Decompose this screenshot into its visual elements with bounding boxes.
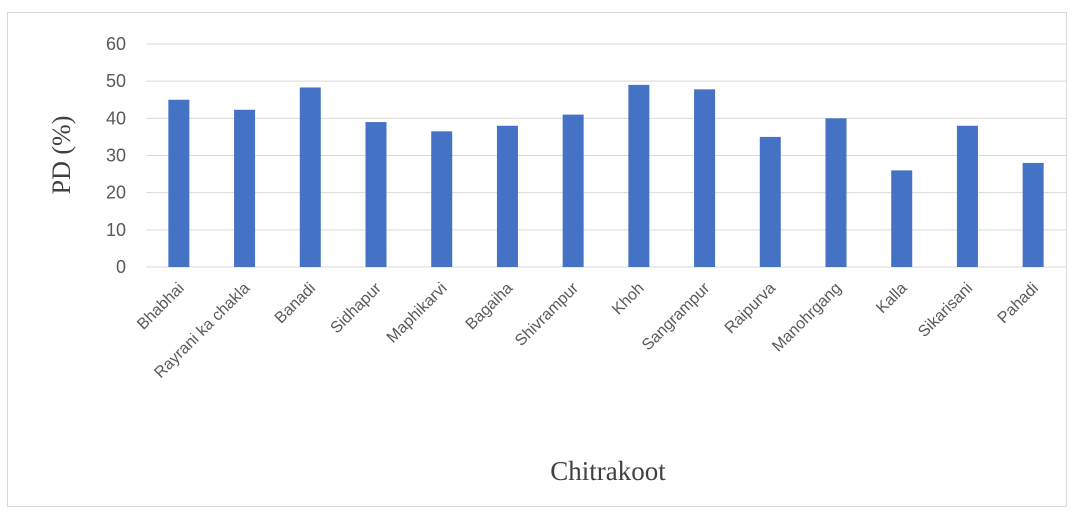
x-tick-label: Bagaiha [463, 280, 517, 334]
bar [628, 84, 650, 267]
x-tick-label: Banadi [272, 280, 319, 327]
x-tick-label: Bhabhai [134, 280, 188, 334]
bar [234, 109, 256, 267]
y-tick-label: 0 [116, 257, 126, 277]
x-tick-label: Raipurva [722, 280, 779, 337]
y-tick-label: 60 [106, 34, 126, 54]
y-tick-label: 40 [106, 108, 126, 128]
y-tick-label: 50 [106, 71, 126, 91]
bar [694, 89, 716, 268]
x-axis-title: Chitrakoot [550, 456, 666, 486]
x-tick-label: Manohrgang [769, 280, 845, 356]
bar [825, 118, 847, 267]
x-tick-label: Kalla [873, 280, 910, 317]
y-axis-title: PD (%) [47, 116, 76, 195]
bar [496, 125, 518, 268]
bar [891, 170, 913, 267]
bar [956, 125, 978, 268]
y-axis-ticks: 0 10 20 30 40 50 60 [106, 34, 126, 277]
bar [431, 131, 453, 267]
bar [759, 136, 781, 267]
bar [562, 114, 584, 267]
x-tick-label: Shivrampur [512, 279, 582, 349]
x-tick-label: Sikarisani [915, 280, 976, 341]
y-tick-label: 10 [106, 220, 126, 240]
x-tick-label: Sidhapur [328, 279, 386, 337]
bar [365, 122, 387, 267]
bar [1022, 162, 1044, 267]
x-tick-label: Pahadi [995, 280, 1042, 327]
bar [168, 99, 190, 267]
x-tick-label: Maphikarvi [384, 280, 451, 347]
bars [168, 84, 1044, 268]
x-tick-label: Sangrampur [639, 279, 714, 354]
gridlines [146, 43, 1066, 268]
y-tick-label: 20 [106, 183, 126, 203]
x-tick-label: Khoh [609, 280, 647, 318]
y-tick-label: 30 [106, 146, 126, 166]
bar [299, 87, 321, 267]
